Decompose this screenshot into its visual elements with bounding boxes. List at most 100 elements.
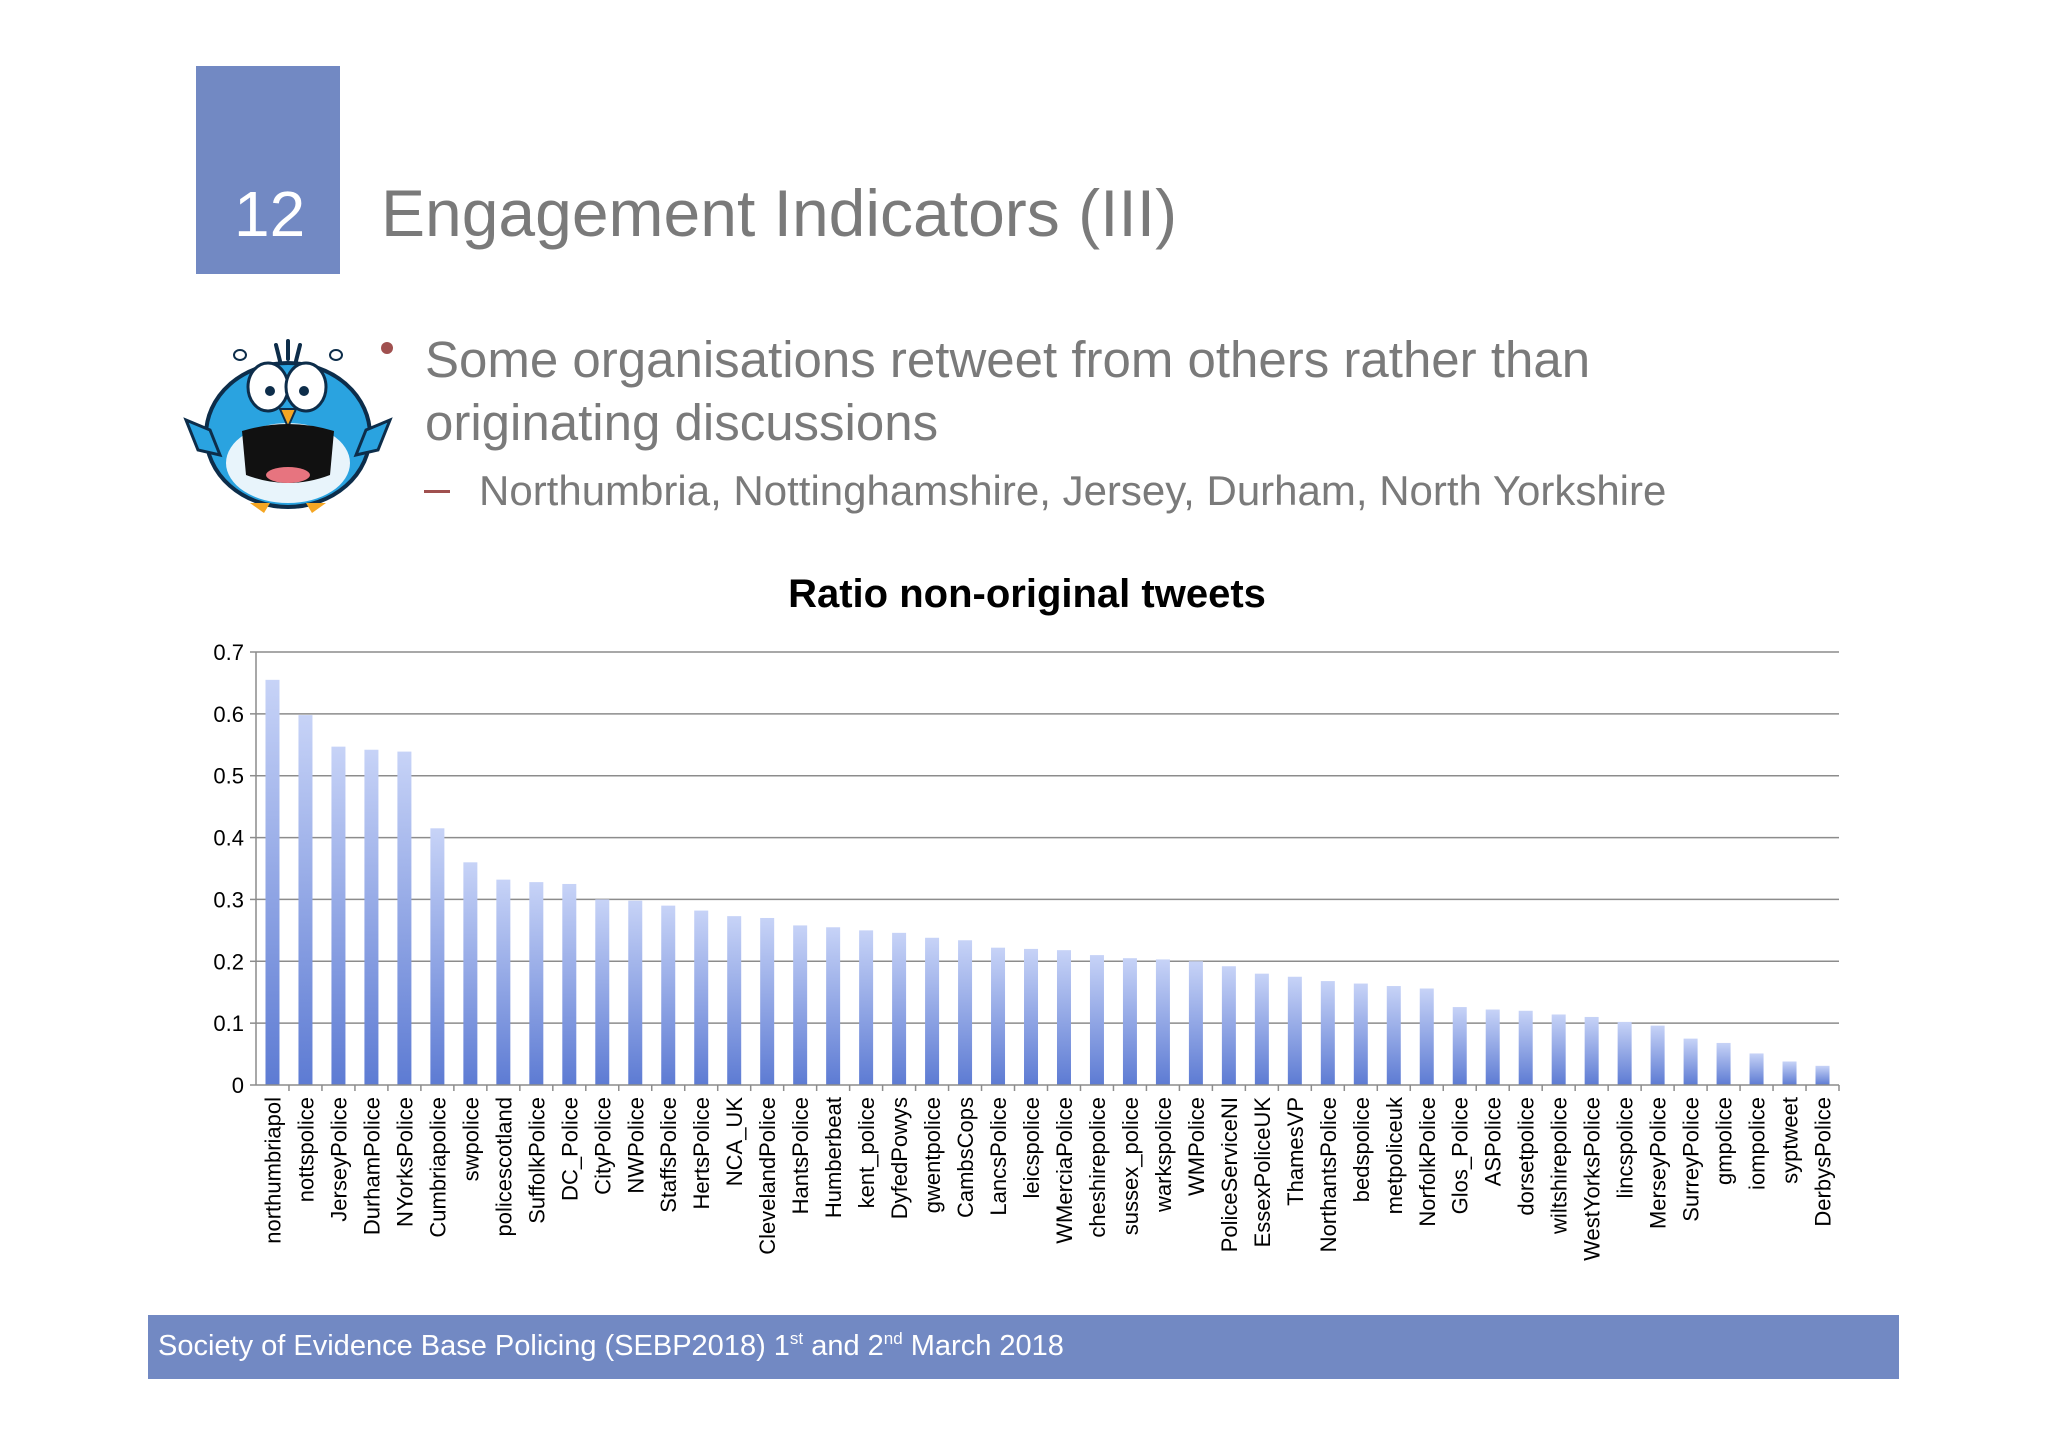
y-tick-label: 0.4 — [213, 826, 244, 851]
x-tick-label: Humberbeat — [821, 1097, 846, 1218]
bar — [793, 925, 808, 1085]
bar — [1650, 1025, 1665, 1085]
bar — [463, 862, 478, 1085]
x-tick-label: ThamesVP — [1283, 1097, 1308, 1206]
footer-text-part: Society of Evidence Base Policing (SEBP2… — [158, 1330, 790, 1362]
x-tick-label: StaffsPolice — [656, 1097, 681, 1213]
bar — [925, 937, 940, 1085]
x-tick-label: syptweet — [1778, 1097, 1803, 1184]
x-tick-label: WMerciaPolice — [1052, 1097, 1077, 1244]
x-tick-label: CambsCops — [953, 1097, 978, 1218]
bar — [1749, 1053, 1764, 1085]
footer-text-part: March 2018 — [902, 1330, 1064, 1362]
x-tick-label: Cumbriapolice — [425, 1097, 450, 1238]
x-tick-label: NorfolkPolice — [1415, 1097, 1440, 1227]
footer-text: Society of Evidence Base Policing (SEBP2… — [158, 1329, 1064, 1362]
bar — [595, 899, 610, 1085]
x-tick-label: NCA_UK — [722, 1097, 747, 1187]
x-tick-label: wiltshirepolice — [1547, 1097, 1572, 1235]
x-tick-label: LancsPolice — [986, 1097, 1011, 1216]
bar — [991, 947, 1006, 1085]
bar — [727, 916, 742, 1085]
x-tick-label: CityPolice — [590, 1097, 615, 1195]
x-tick-label: ASPolice — [1481, 1097, 1506, 1186]
bar — [628, 900, 643, 1085]
bar — [529, 882, 544, 1085]
bar — [1584, 1016, 1599, 1085]
x-tick-label: JerseyPolice — [326, 1097, 351, 1222]
x-tick-label: NorthantsPolice — [1316, 1097, 1341, 1252]
bullet-text: Some organisations retweet from others r… — [425, 331, 1591, 451]
bar — [694, 910, 709, 1085]
x-tick-label: leicspolice — [1019, 1097, 1044, 1199]
footer-bar: Society of Evidence Base Policing (SEBP2… — [148, 1315, 1899, 1379]
bar — [1155, 959, 1170, 1085]
bar — [430, 828, 445, 1085]
bar — [331, 746, 346, 1085]
x-axis-labels: northumbriapol nottspolice JerseyPolice Dur… — [260, 1096, 1835, 1261]
bar — [1024, 948, 1039, 1085]
chart-bars — [265, 679, 1830, 1085]
bar — [364, 749, 379, 1085]
x-tick-label: Glos_Police — [1448, 1097, 1473, 1214]
y-axis-ticks: 0 0.1 0.2 0.3 0.4 0.5 0.6 0.7 — [213, 640, 256, 1098]
bar — [1815, 1065, 1830, 1085]
sub-bullet-marker — [424, 490, 450, 493]
x-tick-label: DyfedPowys — [887, 1097, 912, 1219]
bar — [1056, 950, 1071, 1085]
slide-title: Engagement Indicators (III) — [381, 176, 1178, 250]
bar — [1551, 1014, 1566, 1085]
x-tick-label: iompolice — [1745, 1097, 1770, 1190]
bar — [1782, 1061, 1797, 1085]
bar — [859, 930, 874, 1085]
bar — [1617, 1021, 1632, 1085]
bar — [1287, 976, 1302, 1085]
bar — [1683, 1038, 1698, 1085]
bar — [496, 879, 511, 1085]
x-tick-label: northumbriapol — [260, 1097, 285, 1244]
bar-chart: Ratio non-original tweets 00.10.20.30.40… — [213, 572, 1840, 1261]
x-tick-label: DC_Police — [557, 1097, 582, 1201]
x-tick-label: bedspolice — [1349, 1097, 1374, 1202]
footer-text-part: and 2 — [803, 1330, 884, 1362]
bar — [826, 927, 841, 1085]
y-tick-label: 0.3 — [213, 887, 244, 912]
bar — [1320, 981, 1335, 1085]
x-tick-label: kent_police — [854, 1097, 879, 1208]
x-tick-label: ClevelandPolice — [755, 1097, 780, 1255]
bar — [760, 917, 775, 1085]
x-tick-label: PoliceServiceNI — [1217, 1097, 1242, 1252]
x-tick-label: SuffolkPolice — [524, 1097, 549, 1224]
bar — [562, 883, 577, 1085]
bar — [892, 932, 907, 1085]
x-tick-label: cheshirepolice — [1085, 1097, 1110, 1238]
bar — [1122, 958, 1137, 1085]
x-tick-label: MerseyPolice — [1646, 1097, 1671, 1229]
x-tick-label: SurreyPolice — [1679, 1097, 1704, 1222]
y-tick-label: 0.2 — [213, 949, 244, 974]
chart-gridlines — [256, 651, 1839, 1024]
slide-number: 12 — [234, 178, 306, 250]
x-tick-label: HantsPolice — [788, 1097, 813, 1214]
bar — [1452, 1007, 1467, 1085]
x-tick-label: NYorksPolice — [392, 1097, 417, 1227]
footer-sup-second: nd — [883, 1329, 903, 1348]
x-tick-label: EssexPoliceUK — [1250, 1097, 1275, 1248]
x-tick-label: warkspolice — [1151, 1097, 1176, 1213]
x-tick-label: WestYorksPolice — [1580, 1097, 1605, 1261]
bar — [1716, 1042, 1731, 1085]
y-tick-label: 0.1 — [213, 1011, 244, 1036]
bar — [1089, 955, 1104, 1085]
bar — [1254, 973, 1269, 1085]
x-tick-label: lincspolice — [1613, 1097, 1638, 1199]
x-tick-label: metpoliceuk — [1382, 1096, 1407, 1214]
x-tick-label: DurhamPolice — [359, 1097, 384, 1235]
y-tick-label: 0.6 — [213, 702, 244, 727]
bar — [1188, 961, 1203, 1085]
chart-title: Ratio non-original tweets — [788, 572, 1266, 616]
slide-number-box: 12 — [196, 66, 340, 274]
x-tick-label: nottspolice — [293, 1097, 318, 1202]
bar — [298, 715, 313, 1085]
bar — [1221, 966, 1236, 1085]
x-tick-label: NWPolice — [623, 1097, 648, 1194]
